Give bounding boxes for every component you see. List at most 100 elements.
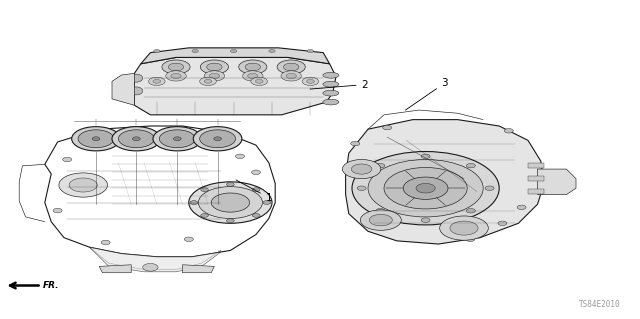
Text: TS84E2010: TS84E2010	[579, 300, 621, 309]
Circle shape	[307, 49, 314, 53]
Circle shape	[63, 157, 72, 162]
Circle shape	[277, 60, 305, 74]
Circle shape	[284, 63, 299, 71]
Circle shape	[209, 73, 220, 78]
Circle shape	[200, 77, 216, 85]
Circle shape	[517, 205, 526, 210]
Polygon shape	[528, 189, 544, 194]
Circle shape	[342, 160, 381, 179]
Circle shape	[200, 130, 236, 148]
Circle shape	[162, 60, 190, 74]
Circle shape	[132, 137, 140, 141]
Circle shape	[504, 129, 513, 133]
Circle shape	[166, 71, 186, 81]
Circle shape	[92, 137, 100, 141]
Circle shape	[421, 154, 430, 159]
Circle shape	[193, 127, 242, 151]
Circle shape	[245, 63, 260, 71]
Circle shape	[227, 182, 234, 186]
Circle shape	[153, 127, 202, 151]
Text: 2: 2	[310, 79, 368, 90]
Circle shape	[236, 154, 244, 159]
Circle shape	[204, 79, 212, 83]
Circle shape	[69, 178, 97, 192]
Polygon shape	[538, 169, 576, 195]
Circle shape	[148, 77, 165, 85]
Circle shape	[101, 240, 110, 245]
Circle shape	[255, 79, 263, 83]
Circle shape	[59, 173, 108, 197]
Circle shape	[281, 71, 301, 81]
Ellipse shape	[323, 99, 339, 105]
Circle shape	[153, 79, 161, 83]
Circle shape	[204, 71, 225, 81]
Circle shape	[248, 73, 258, 78]
Text: 3: 3	[406, 78, 448, 110]
Circle shape	[450, 221, 478, 235]
Circle shape	[440, 216, 488, 240]
Ellipse shape	[130, 74, 143, 82]
Circle shape	[53, 208, 62, 213]
Circle shape	[498, 221, 507, 226]
Circle shape	[227, 219, 234, 223]
Circle shape	[467, 163, 476, 168]
Circle shape	[421, 218, 430, 222]
Circle shape	[263, 201, 271, 204]
Circle shape	[403, 177, 448, 199]
Circle shape	[466, 237, 475, 241]
Circle shape	[72, 127, 120, 151]
Text: 1: 1	[236, 180, 272, 203]
Circle shape	[383, 125, 392, 130]
Circle shape	[467, 209, 476, 213]
Circle shape	[376, 209, 385, 213]
Circle shape	[112, 127, 161, 151]
Polygon shape	[528, 163, 544, 168]
Ellipse shape	[323, 72, 339, 78]
Circle shape	[251, 77, 268, 85]
Circle shape	[184, 237, 193, 241]
Circle shape	[368, 160, 483, 217]
Polygon shape	[90, 247, 221, 272]
Polygon shape	[346, 120, 544, 244]
Ellipse shape	[323, 81, 339, 87]
Text: FR.: FR.	[43, 281, 60, 290]
Ellipse shape	[323, 90, 339, 96]
Circle shape	[351, 141, 360, 146]
Circle shape	[357, 186, 366, 190]
Circle shape	[376, 163, 385, 168]
Circle shape	[168, 63, 184, 71]
Circle shape	[211, 193, 250, 212]
Circle shape	[360, 210, 401, 230]
Circle shape	[171, 73, 181, 78]
Circle shape	[198, 187, 262, 219]
Circle shape	[192, 49, 198, 53]
Polygon shape	[99, 265, 131, 273]
Circle shape	[173, 137, 181, 141]
Circle shape	[143, 263, 158, 271]
Circle shape	[269, 49, 275, 53]
Circle shape	[485, 186, 494, 190]
Circle shape	[200, 60, 228, 74]
Polygon shape	[528, 176, 544, 181]
Circle shape	[302, 77, 319, 85]
Circle shape	[214, 137, 221, 141]
Circle shape	[369, 214, 392, 226]
Circle shape	[286, 73, 296, 78]
Circle shape	[190, 201, 198, 204]
Circle shape	[201, 213, 209, 217]
Ellipse shape	[130, 87, 143, 95]
Circle shape	[118, 130, 154, 148]
Circle shape	[159, 130, 195, 148]
Circle shape	[252, 188, 260, 192]
Polygon shape	[134, 57, 336, 115]
Circle shape	[78, 130, 114, 148]
Circle shape	[352, 152, 499, 225]
Circle shape	[252, 170, 260, 174]
Circle shape	[207, 63, 222, 71]
Circle shape	[252, 213, 260, 217]
Circle shape	[230, 49, 237, 53]
Circle shape	[189, 182, 272, 223]
Polygon shape	[182, 265, 214, 273]
Circle shape	[351, 164, 372, 174]
Circle shape	[201, 188, 209, 192]
